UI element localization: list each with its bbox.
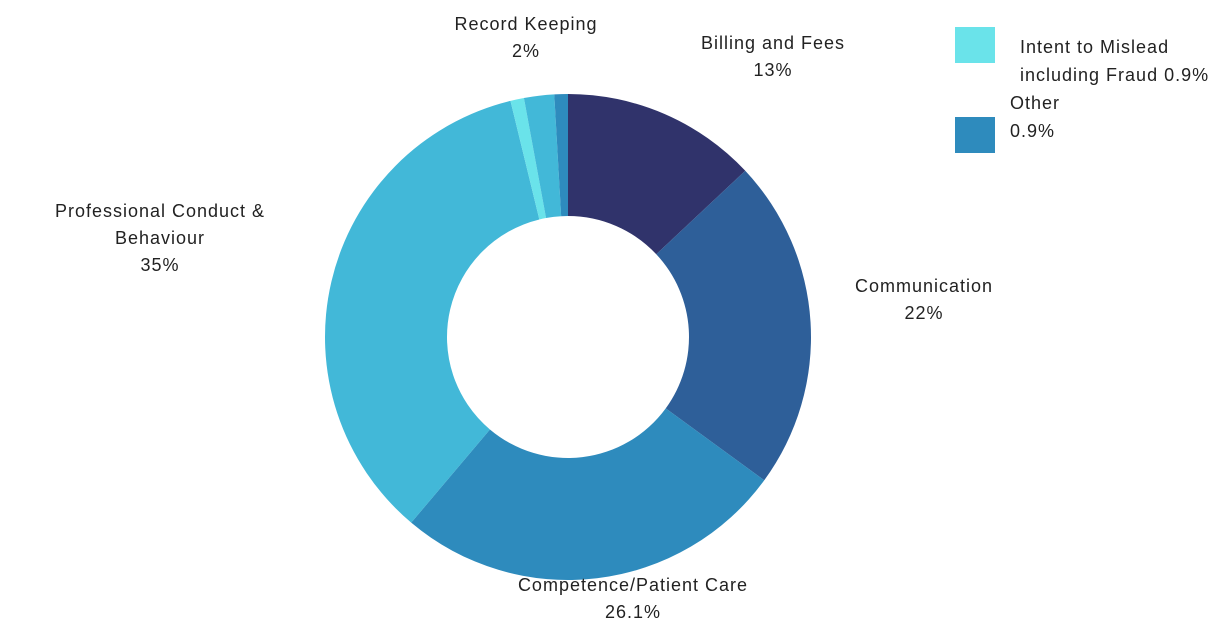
legend-swatch [955,117,995,153]
slice [554,94,568,217]
slice-label: Record Keeping 2% [454,11,597,65]
value-label: 22% [904,303,944,323]
slice-label: Professional Conduct & Behaviour 35% [15,198,305,279]
slice [324,100,540,523]
slice [523,94,562,219]
slice [411,408,765,580]
legend-entry: Intent to Mislead including Fraud 0.9% [1020,33,1211,89]
legend-entry: Other 0.9% [1010,89,1200,145]
category-label: Professional Conduct & Behaviour [54,201,266,248]
category-label: Competence/Patient Care [517,575,749,595]
value-label: 2% [511,41,540,61]
value-label: 35% [140,255,180,275]
category-label: Record Keeping [454,14,598,34]
legend-value: 0.9% [1010,121,1056,141]
category-label: Billing and Fees [700,33,846,53]
category-label: Communication [854,276,994,296]
slice-label: Billing and Fees 13% [701,30,845,84]
legend-value: 0.9% [1164,65,1210,85]
legend-name: Other [1010,93,1061,113]
legend-swatch [955,27,995,63]
legend-name: Intent to Mislead including Fraud [1020,37,1170,85]
value-label: 13% [753,60,793,80]
value-label: 26.1% [604,602,662,622]
slice [568,94,746,255]
slice-label: Competence/Patient Care 26.1% [518,572,748,626]
slice-label: Communication 22% [855,273,993,327]
slice [510,98,547,220]
slice [656,170,811,481]
